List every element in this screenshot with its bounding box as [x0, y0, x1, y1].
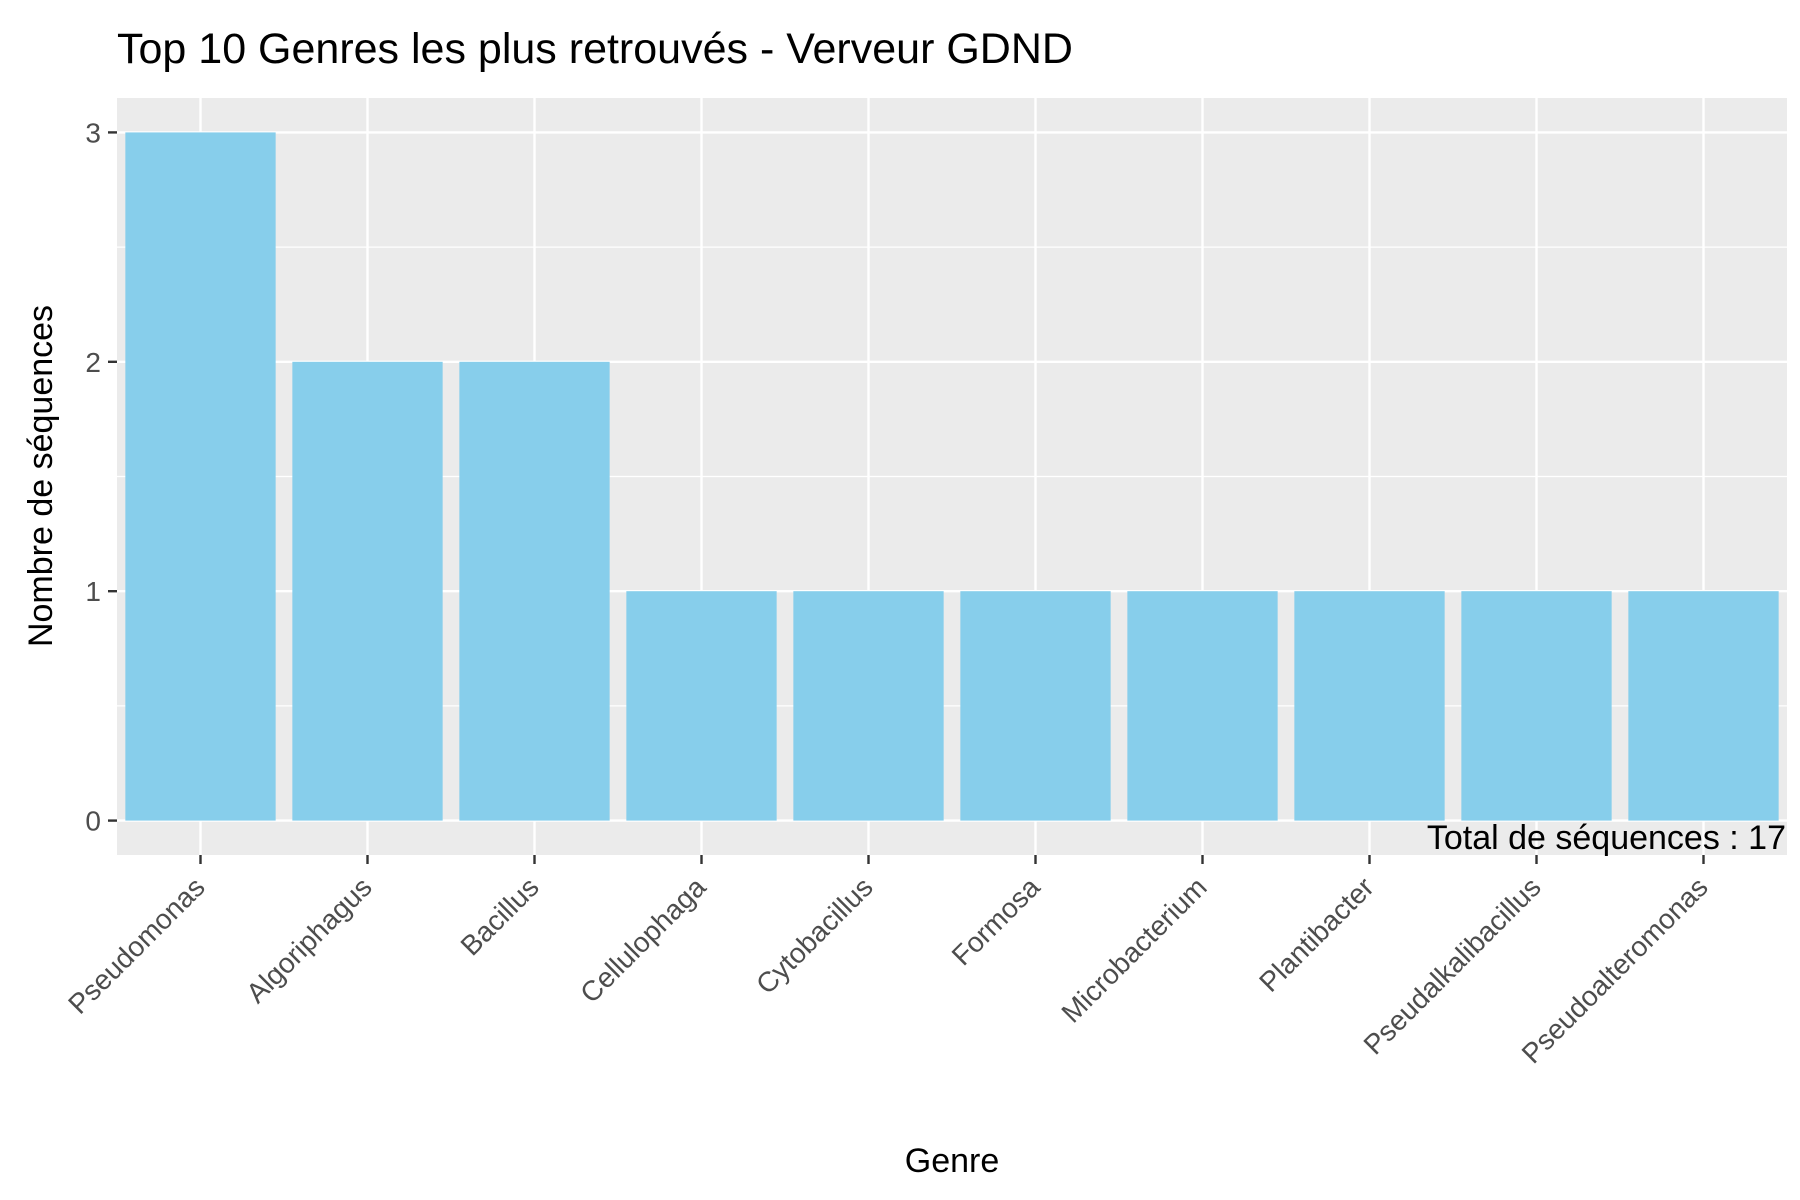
- bars: [125, 132, 1779, 821]
- bar-pseudoalteromonas: [1628, 591, 1779, 821]
- bar-pseudalkalibacillus: [1461, 591, 1612, 821]
- x-axis: Pseudomonas Algoriphagus Bacillus Celluloph…: [62, 855, 1714, 1069]
- x-tick-label: Plantibacter: [1253, 871, 1379, 997]
- y-tick-label: 0: [85, 806, 101, 837]
- x-axis-title: Genre: [905, 1142, 1000, 1180]
- y-tick-label: 2: [85, 347, 101, 378]
- chart-title: Top 10 Genres les plus retrouvés - Verve…: [117, 25, 1073, 73]
- total-annotation: Total de séquences : 17: [1427, 819, 1786, 857]
- y-axis: 0 1 2 3: [85, 117, 117, 837]
- x-tick-label: Bacillus: [455, 871, 545, 961]
- bar-formosa: [960, 591, 1111, 821]
- x-tick-label: Microbacterium: [1055, 871, 1212, 1028]
- bar-microbacterium: [1127, 591, 1278, 821]
- bar-pseudomonas: [125, 132, 276, 821]
- bar-bacillus: [459, 361, 610, 821]
- x-tick-label: Cytobacillus: [750, 871, 879, 1000]
- x-tick-label: Pseudalkalibacillus: [1358, 871, 1547, 1060]
- bar-algoriphagus: [292, 361, 443, 821]
- x-tick-label: Algoriphagus: [240, 871, 377, 1008]
- y-tick-label: 3: [85, 117, 101, 148]
- y-tick-label: 1: [85, 576, 101, 607]
- x-tick-label: Pseudoalteromonas: [1516, 871, 1714, 1069]
- x-tick-label: Pseudomonas: [62, 871, 211, 1020]
- bar-cellulophaga: [626, 591, 777, 821]
- x-tick-label: Formosa: [946, 871, 1046, 971]
- bar-plantibacter: [1294, 591, 1445, 821]
- x-tick-label: Cellulophaga: [574, 871, 712, 1009]
- bar-cytobacillus: [793, 591, 944, 821]
- y-axis-title: Nombre de séquences: [22, 305, 60, 647]
